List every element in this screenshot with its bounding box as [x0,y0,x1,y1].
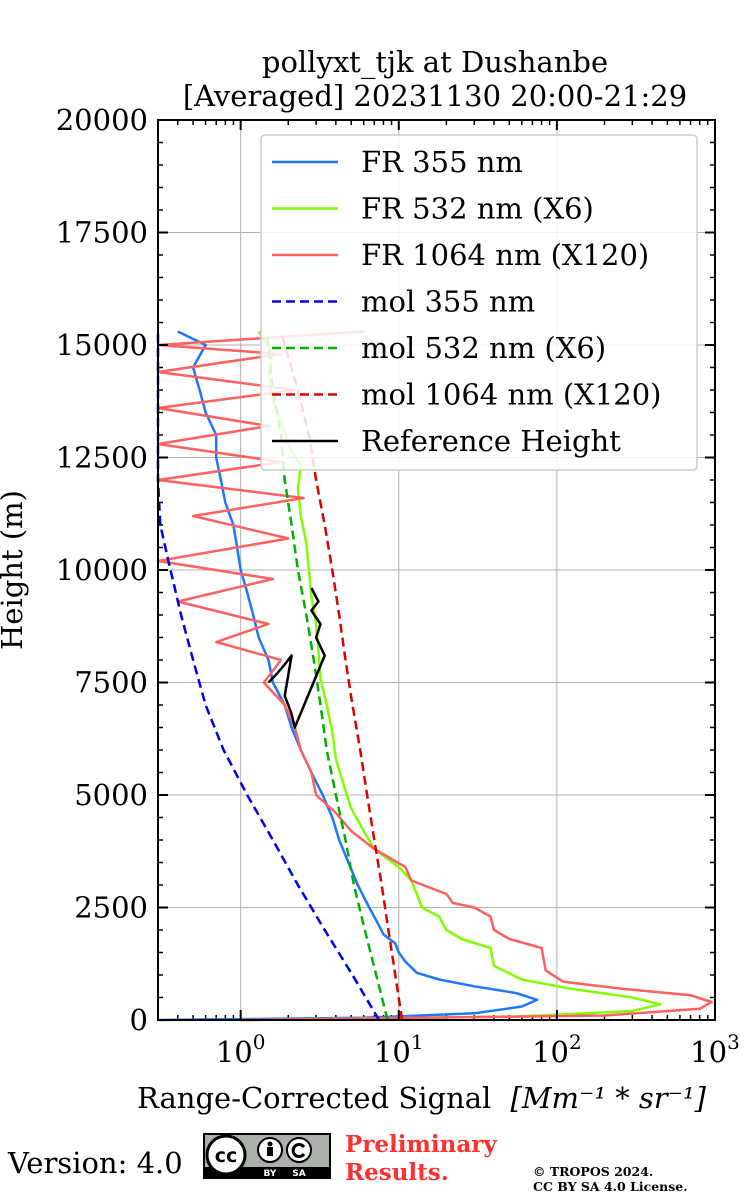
preliminary-line1: Preliminary [345,1131,497,1158]
lidar-profile-chart: pollyxt_tjk at Dushanbe [Averaged] 20231… [0,45,740,1115]
cc-icon [205,1134,247,1176]
copyright-notice: © TROPOS 2024. CC BY SA 4.0 License. [533,1164,688,1194]
legend-label: mol 532 nm (X6) [361,331,606,365]
by-icon-body [267,1147,273,1156]
sa-text: SA [292,1169,305,1179]
x-tick-label: 101 [374,1030,424,1069]
cc-icon-text: cc [215,1145,238,1167]
by-text: BY [264,1169,277,1179]
x-axis-label-text: Range-Corrected Signal [137,1081,491,1115]
y-tick-label: 12500 [56,441,148,475]
series-line [156,330,713,1022]
x-tick-label: 103 [690,1030,740,1069]
x-axis-ticks: 100 101 102 103 [216,120,740,1069]
y-tick-label: 2500 [74,891,148,925]
legend-box [260,134,698,471]
x-axis-label: Range-Corrected Signal [Mm⁻¹ * sr⁻¹] [137,1081,707,1115]
preliminary-line2: Results. [345,1159,449,1186]
version-label: Version: 4.0 [8,1146,183,1180]
legend-label: mol 1064 nm (X120) [361,378,662,412]
y-axis-ticks: 0 2500 5000 7500 10000 12500 15000 17500 20000 [56,103,715,1037]
y-tick-label: 7500 [74,666,148,700]
legend-label: FR 355 nm [361,145,523,179]
y-tick-label: 0 [130,1003,148,1037]
x-tick-label: 100 [216,1030,266,1069]
legend-label: FR 1064 nm (X120) [361,238,649,272]
y-tick-label: 5000 [74,778,148,812]
y-axis-label: Height (m) [0,490,29,650]
sa-icon [286,1137,312,1163]
x-axis-label-units: [Mm⁻¹ * sr⁻¹] [511,1081,707,1115]
x-tick-label: 102 [532,1030,582,1069]
legend-label: FR 532 nm (X6) [361,192,594,226]
cc-by-sa-badge: cc BY SA [203,1133,331,1179]
legend-label: mol 355 nm [361,285,535,319]
chart-title-line1: pollyxt_tjk at Dushanbe [262,45,608,80]
y-tick-label: 15000 [56,328,148,362]
copyright-line1: © TROPOS 2024. [533,1164,654,1179]
series-line [267,587,326,729]
legend-label: Reference Height [361,424,621,458]
preliminary-notice: Preliminary Results. [345,1131,497,1187]
y-tick-label: 10000 [56,553,148,587]
sa-icon-arrow [291,1143,306,1158]
legend: FR 355 nm FR 532 nm (X6) FR 1064 nm (X120)… [260,134,698,471]
by-icon-head [267,1141,273,1147]
chart-title-line2: [Averaged] 20231130 20:00-21:29 [183,79,687,113]
y-tick-label: 17500 [56,216,148,250]
copyright-line2: CC BY SA 4.0 License. [533,1179,688,1194]
y-tick-label: 20000 [56,103,148,137]
